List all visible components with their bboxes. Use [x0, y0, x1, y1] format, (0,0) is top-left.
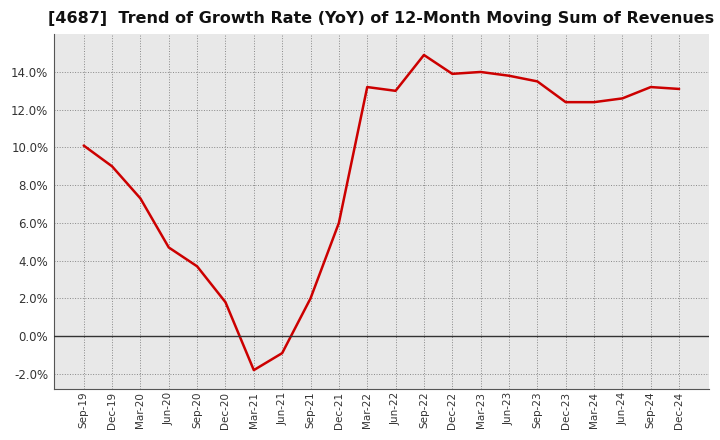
Title: [4687]  Trend of Growth Rate (YoY) of 12-Month Moving Sum of Revenues: [4687] Trend of Growth Rate (YoY) of 12-… — [48, 11, 714, 26]
